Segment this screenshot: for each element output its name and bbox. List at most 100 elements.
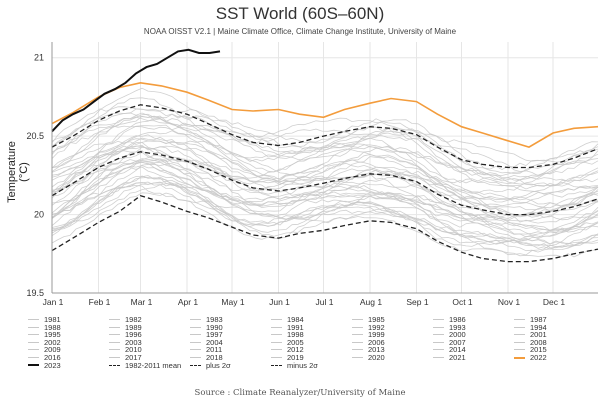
legend-item[interactable]: 1999 [352, 330, 385, 339]
background-year-line [51, 113, 599, 176]
background-year-line [51, 145, 599, 207]
legend-item[interactable]: 2009 [28, 345, 61, 354]
legend-item[interactable]: 2015 [514, 345, 547, 354]
legend-label: 1981 [44, 315, 61, 324]
legend-item[interactable]: 1981 [28, 315, 61, 324]
x-tick-label: Feb 1 [89, 297, 111, 307]
legend-label: 1986 [449, 315, 466, 324]
legend-item[interactable]: 2008 [514, 338, 547, 347]
legend-item[interactable]: minus 2σ [271, 361, 318, 370]
legend-item[interactable]: 2007 [433, 338, 466, 347]
legend-item[interactable]: 1992 [352, 323, 385, 332]
legend-item[interactable]: 1985 [352, 315, 385, 324]
legend-item[interactable]: 1995 [28, 330, 61, 339]
legend-label: 2014 [449, 345, 466, 355]
legend-swatch [190, 326, 201, 328]
legend-item[interactable]: 2018 [190, 353, 223, 362]
legend-label: 2022 [530, 353, 547, 362]
background-year-line [51, 136, 599, 207]
legend-swatch [514, 334, 525, 336]
legend-label: 2009 [44, 345, 61, 355]
legend-item[interactable]: 1998 [271, 330, 304, 339]
legend-swatch [514, 319, 525, 320]
y-tick-label: 20.5 [26, 131, 44, 141]
background-year-line [51, 125, 599, 187]
legend-label: 2003 [125, 337, 142, 347]
legend-item[interactable]: 1991 [271, 323, 304, 332]
legend-item[interactable]: 1986 [433, 315, 466, 324]
legend-item[interactable]: 2017 [109, 353, 142, 362]
legend-label: 2006 [368, 337, 385, 347]
legend-item[interactable]: 2013 [352, 345, 385, 354]
legend-label: 2023 [44, 360, 61, 370]
legend-item[interactable]: 2016 [28, 353, 61, 362]
legend-label: 2020 [368, 353, 385, 362]
legend-swatch [433, 341, 444, 343]
legend-swatch [352, 357, 363, 358]
legend-item[interactable]: 2011 [190, 345, 222, 354]
legend-item[interactable]: 1982 [109, 315, 142, 324]
legend-swatch [514, 356, 525, 359]
y-tick-label: 19.5 [26, 288, 44, 298]
legend-item[interactable]: 2006 [352, 338, 385, 347]
legend-item[interactable]: 2005 [271, 338, 304, 347]
legend-swatch [271, 349, 282, 351]
legend-item[interactable]: 1990 [190, 323, 223, 332]
legend-item[interactable]: 1989 [109, 323, 142, 332]
legend-swatch [190, 349, 201, 351]
legend-swatch [514, 349, 525, 351]
background-year-line [51, 176, 599, 245]
legend-item[interactable]: 1984 [271, 315, 304, 324]
legend-item[interactable]: 2001 [514, 330, 547, 339]
legend-item[interactable]: 1988 [28, 323, 61, 332]
legend-item[interactable]: 1993 [433, 323, 466, 332]
legend-swatch [28, 334, 39, 336]
legend-item[interactable]: plus 2σ [190, 361, 231, 370]
legend-item[interactable]: 1996 [109, 330, 142, 339]
legend-swatch [28, 349, 39, 351]
legend-item[interactable]: 2010 [109, 345, 142, 354]
legend-label: 1990 [206, 322, 223, 332]
legend-swatch [271, 334, 282, 336]
background-year-line [51, 130, 599, 194]
legend-item[interactable]: 2003 [109, 338, 142, 347]
background-year-line [51, 181, 599, 244]
legend-item[interactable]: 2004 [190, 338, 223, 347]
legend-item[interactable]: 2002 [28, 338, 61, 347]
background-year-line [51, 106, 599, 175]
legend-item[interactable]: 2000 [433, 330, 466, 339]
legend-item[interactable]: 1997 [190, 330, 223, 339]
legend-swatch [352, 319, 363, 320]
legend-item[interactable]: 2019 [271, 353, 304, 362]
legend-item[interactable]: 2020 [352, 353, 385, 362]
legend-item[interactable]: 1987 [514, 315, 547, 324]
background-year-line [51, 183, 599, 247]
legend-swatch [433, 334, 444, 336]
series-line-plus-2- [51, 104, 599, 169]
legend-item[interactable]: 1982-2011 mean [109, 361, 181, 370]
x-tick-label: Apr 1 [178, 297, 199, 307]
legend-item[interactable]: 2023 [28, 361, 61, 370]
y-tick-label: 20 [34, 210, 44, 220]
legend-item[interactable]: 1983 [190, 315, 223, 324]
series-line-2022 [51, 81, 599, 148]
legend-swatch [28, 319, 39, 320]
legend-item[interactable]: 2022 [514, 353, 547, 362]
legend-label: 2000 [449, 330, 466, 340]
background-year-line [51, 118, 599, 183]
legend-item[interactable]: 2021 [433, 353, 466, 362]
legend-item[interactable]: 2014 [433, 345, 466, 354]
legend-item[interactable]: 1994 [514, 323, 547, 332]
legend-label: plus 2σ [206, 360, 231, 370]
legend-swatch [109, 326, 120, 328]
legend-swatch [352, 326, 363, 328]
x-tick-label: Jan 1 [43, 297, 64, 307]
x-tick-label: Sep 1 [406, 297, 428, 307]
legend-swatch [28, 341, 39, 343]
legend-swatch [271, 357, 282, 358]
series-line-minus-2- [51, 194, 599, 263]
legend-item[interactable]: 2012 [271, 345, 304, 354]
legend-label: 1992 [368, 322, 385, 332]
legend-swatch [271, 364, 282, 366]
